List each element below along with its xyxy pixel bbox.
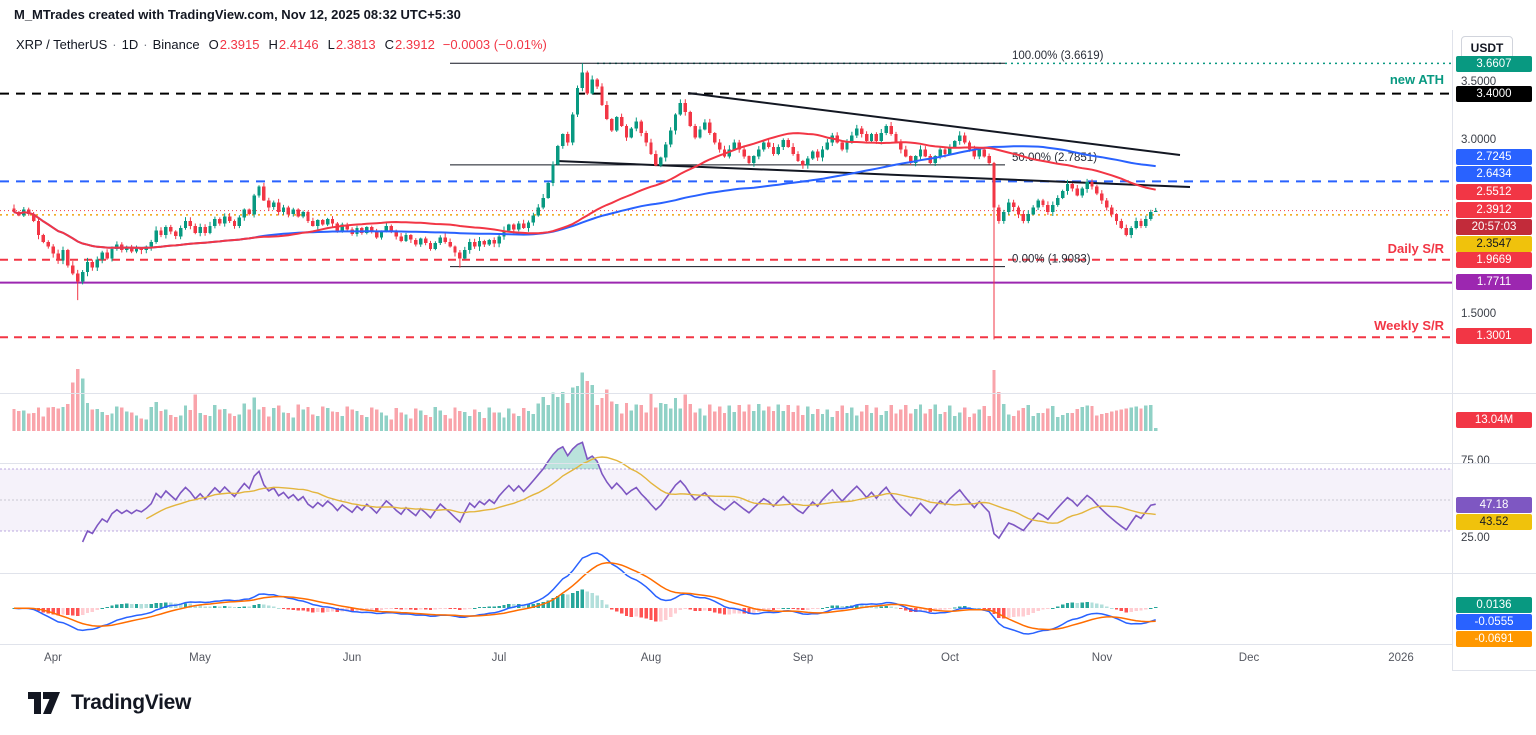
axis-label: 75.00 [1461,455,1490,467]
change-value: −0.0003 (−0.01%) [442,37,547,52]
time-axis-label: Sep [792,652,814,664]
svg-text:100.00% (3.6619): 100.00% (3.6619) [1012,50,1104,62]
attribution-bar: M_MTrades created with TradingView.com, … [14,7,461,22]
tradingview-wordmark: TradingView [71,691,192,714]
high-label: H [268,37,278,52]
axis-badge: 2.7245 [1456,149,1532,165]
legend-separator: · [143,37,148,52]
time-axis-label: Dec [1238,652,1260,664]
time-axis-label: Aug [640,652,662,664]
axis-label: 3.5000 [1461,76,1497,88]
close-label: C [384,37,395,52]
axis-badge: 2.3912 [1456,202,1532,218]
axis-badge: 2.6434 [1456,166,1532,182]
low-label: L [327,37,335,52]
axis-badge: 0.0136 [1456,597,1532,613]
axis-badge: 2.5512 [1456,184,1532,200]
footer: TradingView [0,670,1536,735]
axis-badge: 3.4000 [1456,86,1532,102]
weekly-sr-label: Weekly S/R [1374,318,1444,333]
chart-area[interactable]: 100.00% (3.6619) 50.00% (2.7851) 0.00% (1.… [0,30,1536,671]
time-axis-label: Apr [44,652,62,664]
close-value: 2.3912 [395,37,435,52]
time-axis-label: Nov [1091,652,1113,664]
open-label: O [208,37,219,52]
axis-badge: 1.3001 [1456,328,1532,344]
symbol-name[interactable]: XRP / TetherUS [16,37,108,52]
svg-text:0.00% (1.9083): 0.00% (1.9083) [1012,254,1091,266]
time-axis-label: 2026 [1388,652,1414,664]
axis-badge: -0.0691 [1456,631,1532,647]
high-value: 2.4146 [278,37,319,52]
time-axis-label: May [189,652,211,664]
open-value: 2.3915 [219,37,260,52]
axis-badge: 1.7711 [1456,274,1532,290]
new-ath-label: new ATH [1389,72,1444,87]
svg-text:50.00% (2.7851): 50.00% (2.7851) [1012,152,1097,164]
axis-badge: 20:57:03 [1456,219,1532,235]
time-axis[interactable]: Apr May Jun Jul Aug Sep Oct Nov Dec 2026 [0,644,1452,671]
daily-sr-label: Daily S/R [1387,241,1444,256]
time-axis-label: Oct [941,652,959,664]
axis-badge: 1.9669 [1456,252,1532,268]
axis-badge: 47.18 [1456,497,1532,513]
axis-badge: 3.6607 [1456,56,1532,72]
interval-label[interactable]: 1D [121,37,139,52]
time-axis-label: Jul [491,652,507,664]
panel-separator[interactable] [0,573,1536,574]
exchange-label[interactable]: Binance [152,37,200,52]
axis-badge: 43.52 [1456,514,1532,530]
panel-separator[interactable] [0,463,1536,464]
axis-badge: -0.0555 [1456,614,1532,630]
legend-separator: · [112,37,117,52]
symbol-legend[interactable]: XRP / TetherUS · 1D · Binance O2.3915 H2.4146 L… [16,37,547,52]
low-value: 2.3813 [335,37,376,52]
axis-badge: 13.04M [1456,412,1532,428]
time-axis-label: Jun [342,652,362,664]
chart-canvas[interactable]: 100.00% (3.6619) 50.00% (2.7851) 0.00% (1.… [0,30,1452,670]
panel-separator[interactable] [0,393,1536,394]
axis-badge: 2.3547 [1456,236,1532,252]
axis-label: 25.00 [1461,532,1490,544]
axis-label: 1.5000 [1461,308,1497,320]
tradingview-logo-icon [28,692,60,714]
price-axis[interactable]: USDT 3.5000 3.0000 1.5000 75.00 25.00 3.6607 3… [1452,30,1536,670]
axis-label: 3.0000 [1461,134,1497,146]
